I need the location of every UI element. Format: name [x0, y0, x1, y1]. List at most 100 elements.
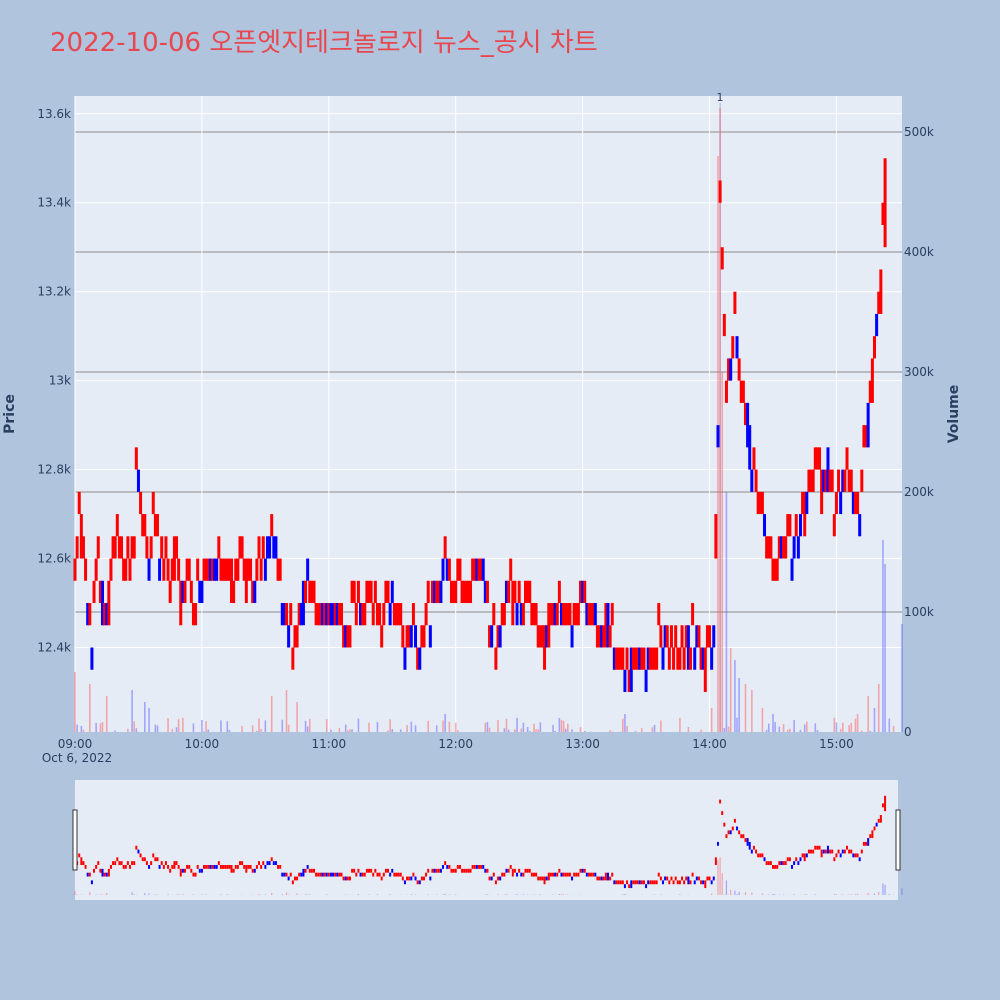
mini-candle: [763, 857, 766, 862]
mini-volume-bar: [220, 894, 222, 895]
candle: [818, 447, 822, 470]
volume-bar: [264, 720, 267, 732]
mini-candle: [826, 845, 829, 854]
mini-candle: [105, 872, 108, 877]
mini-candle: [238, 861, 241, 865]
candle: [602, 625, 606, 648]
volume-bar: [567, 723, 569, 732]
candle: [750, 469, 754, 492]
volume-bar: [803, 724, 806, 732]
mini-candle: [748, 841, 751, 850]
candle: [803, 491, 807, 537]
candle: [534, 603, 538, 626]
mini-candle: [587, 872, 590, 877]
mini-candle: [439, 868, 442, 873]
volume-bar: [799, 729, 802, 732]
mini-candle: [289, 872, 292, 877]
volume-bar: [687, 727, 690, 732]
candle: [164, 536, 168, 559]
candle: [555, 603, 559, 626]
mini-candle: [683, 880, 686, 885]
candle: [659, 625, 663, 648]
candle: [856, 491, 860, 515]
mini-candle: [812, 849, 815, 854]
volume-bar: [772, 714, 774, 732]
volume-bar: [497, 720, 499, 732]
mini-candle: [279, 865, 282, 869]
candles: [73, 158, 887, 692]
volume-bar: [533, 723, 535, 732]
candle: [870, 358, 874, 403]
candle: [712, 625, 716, 648]
mini-candle: [452, 868, 455, 873]
mini-candle: [649, 880, 652, 885]
mini-volume-bar: [730, 889, 732, 895]
candle: [676, 647, 680, 670]
mini-volume-bar: [442, 894, 444, 895]
mini-candle: [596, 876, 599, 881]
mini-candle: [222, 865, 225, 869]
mini-volume-bar: [326, 894, 328, 895]
mini-candle: [795, 857, 798, 862]
mini-candle: [395, 872, 398, 877]
mini-candle: [541, 876, 544, 881]
mini-candle: [691, 872, 694, 877]
mini-candle: [473, 865, 476, 869]
mini-volume-bar: [89, 892, 91, 895]
mini-candle: [626, 880, 629, 885]
candle: [788, 514, 792, 537]
mini-candle: [490, 876, 493, 881]
mini-candle: [816, 845, 819, 850]
mini-candle: [334, 872, 337, 877]
mini-volume-bar: [624, 893, 626, 895]
candle: [386, 580, 390, 604]
mini-candle: [346, 876, 349, 881]
candle: [669, 625, 673, 648]
volume-bar: [156, 725, 159, 732]
candle: [105, 603, 109, 626]
candle: [270, 514, 274, 537]
candle: [278, 558, 282, 581]
volume-bar: [241, 725, 243, 732]
range-slider-background[interactable]: [75, 780, 898, 900]
range-slider-right-handle[interactable]: [895, 809, 901, 871]
time-tick-label: 14:00: [692, 737, 727, 751]
mini-candle: [313, 868, 316, 873]
candle: [813, 447, 817, 470]
volume-bar: [457, 730, 459, 732]
volume-bar: [839, 728, 842, 732]
mini-candle: [738, 830, 741, 835]
candle: [206, 558, 210, 581]
candle: [720, 247, 724, 270]
mini-candle: [604, 872, 607, 881]
candle: [378, 603, 382, 626]
candle: [217, 536, 221, 559]
candle: [337, 603, 341, 626]
mini-volume-bar: [842, 894, 844, 895]
candle: [253, 580, 257, 604]
volume-bar: [765, 729, 768, 732]
mini-volume-bar: [738, 891, 740, 895]
volume-bar: [537, 729, 540, 732]
candle: [587, 603, 591, 626]
mini-candle: [875, 822, 878, 827]
mini-candle: [693, 880, 696, 885]
candle: [543, 625, 547, 670]
mini-candle: [583, 868, 586, 873]
volume-bar: [127, 728, 129, 732]
mini-candle: [602, 876, 605, 881]
volume-bar: [814, 723, 817, 732]
candle: [126, 536, 130, 559]
range-slider-left-handle[interactable]: [72, 809, 78, 871]
mini-candle: [590, 872, 593, 877]
candle: [348, 625, 352, 648]
candle: [426, 580, 430, 604]
volume-bar: [609, 730, 611, 732]
candle: [841, 469, 845, 492]
candle: [96, 536, 100, 559]
candle: [100, 580, 104, 626]
mini-candle: [454, 868, 457, 873]
candle: [477, 558, 481, 581]
mini-candle: [704, 880, 707, 889]
mini-candle: [310, 868, 313, 873]
